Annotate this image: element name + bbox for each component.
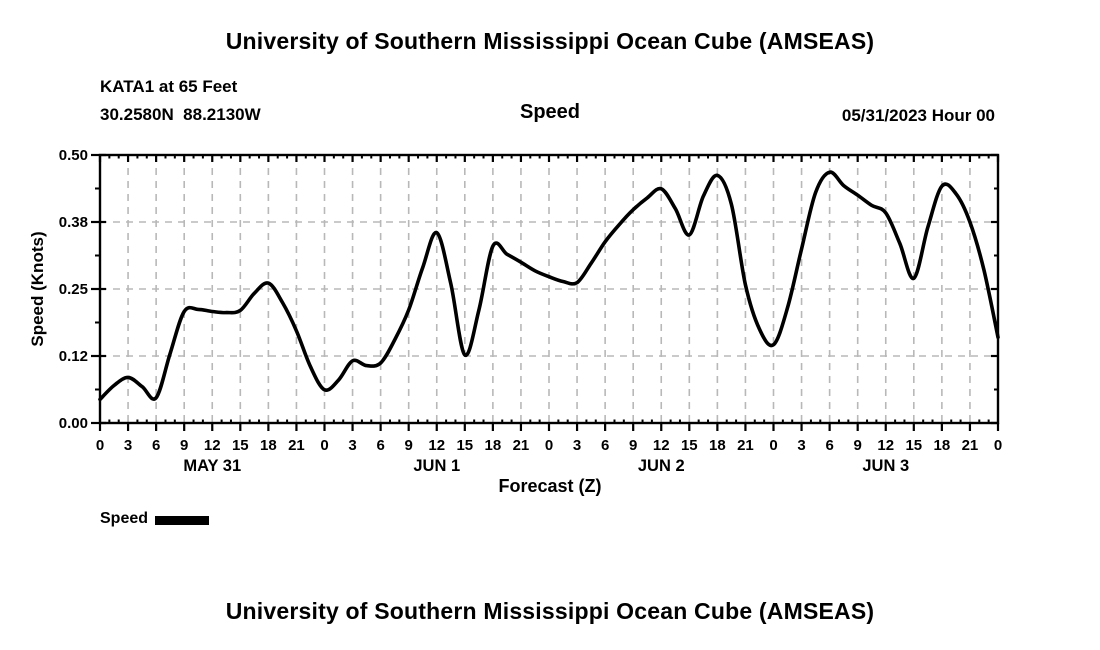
x-tick-label: 18 [709, 437, 726, 454]
day-label: JUN 1 [413, 457, 460, 475]
x-tick-label: 3 [797, 437, 805, 454]
x-tick-label: 12 [653, 437, 670, 454]
x-tick-label: 6 [601, 437, 609, 454]
x-tick-label: 9 [854, 437, 862, 454]
legend-line-swatch-icon [155, 516, 210, 525]
y-tick-label: 0.25 [59, 281, 88, 298]
x-tick-label: 3 [573, 437, 581, 454]
x-tick-label: 0 [545, 437, 553, 454]
x-tick-label: 15 [681, 437, 698, 454]
x-tick-label: 18 [260, 437, 277, 454]
x-tick-label: 9 [629, 437, 637, 454]
x-tick-label: 3 [124, 437, 132, 454]
x-tick-label: 0 [320, 437, 328, 454]
x-tick-label: 6 [152, 437, 160, 454]
x-tick-label: 15 [456, 437, 473, 454]
legend-series-label: Speed [100, 510, 149, 527]
x-tick-label: 12 [204, 437, 221, 454]
x-tick-label: 6 [376, 437, 384, 454]
x-tick-label: 0 [96, 437, 104, 454]
x-tick-label: 21 [288, 437, 305, 454]
chart-legend: Speed [100, 510, 210, 528]
station-coordinates: 30.2580N 88.2130W [100, 105, 261, 124]
x-tick-label: 12 [877, 437, 894, 454]
x-axis-label: Forecast (Z) [498, 476, 602, 496]
x-tick-label: 3 [348, 437, 356, 454]
y-tick-label: 0.12 [59, 348, 88, 365]
x-tick-label: 15 [905, 437, 922, 454]
x-tick-label: 21 [962, 437, 979, 454]
day-label: MAY 31 [183, 457, 241, 475]
x-tick-label: 9 [180, 437, 188, 454]
x-tick-label: 18 [934, 437, 951, 454]
day-label: JUN 2 [638, 457, 685, 475]
x-tick-label: 12 [428, 437, 445, 454]
page-footer-title: University of Southern Mississippi Ocean… [225, 598, 875, 624]
station-label: KATA1 at 65 Feet [100, 77, 238, 96]
day-label: JUN 3 [862, 457, 909, 475]
forecast-run-datetime: 05/31/2023 Hour 00 [841, 106, 995, 125]
x-tick-label: 21 [513, 437, 530, 454]
page-title: University of Southern Mississippi Ocean… [225, 28, 875, 54]
y-tick-label: 0.50 [59, 147, 88, 164]
x-tick-label: 0 [769, 437, 777, 454]
x-tick-label: 6 [825, 437, 833, 454]
x-tick-label: 0 [994, 437, 1002, 454]
speed-curve [98, 170, 1000, 402]
plot-title: Speed [519, 101, 581, 123]
y-tick-label: 0.00 [59, 415, 88, 432]
x-tick-label: 15 [232, 437, 249, 454]
x-tick-label: 18 [485, 437, 502, 454]
x-tick-label: 9 [405, 437, 413, 454]
x-tick-label: 21 [737, 437, 754, 454]
y-tick-label: 0.38 [59, 214, 88, 231]
